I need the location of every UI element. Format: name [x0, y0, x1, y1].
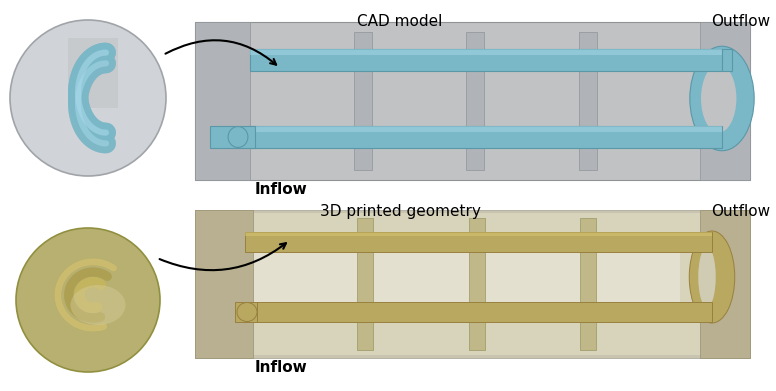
Bar	[195, 210, 750, 358]
Bar	[250, 126, 722, 148]
Bar	[354, 32, 372, 170]
Text: Inflow: Inflow	[255, 182, 308, 197]
Bar	[210, 126, 255, 148]
Text: CAD model: CAD model	[357, 14, 442, 29]
Bar	[250, 49, 722, 71]
Bar	[195, 22, 250, 180]
Bar	[578, 32, 597, 170]
Ellipse shape	[698, 247, 715, 307]
Bar	[250, 49, 722, 54]
Circle shape	[16, 228, 160, 372]
Ellipse shape	[689, 231, 735, 323]
Ellipse shape	[228, 127, 248, 147]
Ellipse shape	[701, 65, 736, 133]
Text: Inflow: Inflow	[255, 360, 308, 375]
Bar	[235, 302, 257, 322]
Bar	[195, 22, 750, 180]
Ellipse shape	[71, 285, 126, 325]
Text: Outflow: Outflow	[711, 204, 770, 219]
Bar	[357, 218, 372, 350]
Bar	[722, 49, 732, 71]
Bar	[250, 126, 722, 131]
Bar	[700, 22, 750, 180]
Text: Outflow: Outflow	[711, 14, 770, 29]
Bar	[466, 32, 484, 170]
Bar	[245, 232, 712, 236]
Text: 3D printed geometry: 3D printed geometry	[320, 204, 480, 219]
Bar	[198, 213, 747, 355]
Bar	[195, 210, 253, 358]
Bar	[469, 218, 484, 350]
Ellipse shape	[690, 46, 754, 151]
Ellipse shape	[237, 303, 257, 321]
Circle shape	[10, 20, 166, 176]
Bar	[700, 210, 750, 358]
Bar	[68, 38, 118, 108]
Bar	[253, 248, 680, 320]
Bar	[245, 232, 712, 252]
Bar	[580, 218, 596, 350]
Bar	[245, 302, 712, 322]
